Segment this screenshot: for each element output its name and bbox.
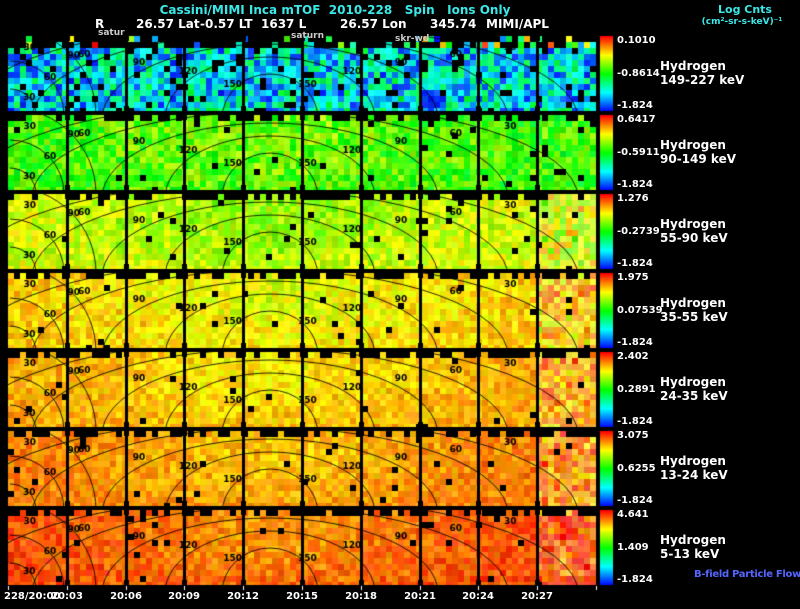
time-tick-label-5: 20:15 (286, 591, 318, 602)
colorbar-min-label: -1.824 (617, 574, 653, 585)
colorbar-max-label: 1.276 (617, 193, 649, 204)
colorbar-min-label: -1.824 (617, 179, 653, 190)
time-tick-label-1: 20:03 (51, 591, 83, 602)
colorbar-min-label: -1.824 (617, 337, 653, 348)
overlay-label-2: skr-wd (395, 34, 430, 44)
status-field-2: -0.57 LT (200, 17, 253, 31)
colorbar-max-label: 3.075 (617, 430, 649, 441)
panel-species-label: Hydrogen (660, 138, 726, 152)
colorbar-units-sub: (cm²-sr-s-keV)⁻¹ (701, 17, 783, 27)
time-tick-label-6: 20:18 (345, 591, 377, 602)
panel-energy-label: 149-227 keV (660, 73, 745, 87)
panel-species-label: Hydrogen (660, 533, 726, 547)
panel-energy-label: 55-90 keV (660, 231, 728, 245)
time-tick-label-8: 20:24 (462, 591, 494, 602)
panel-species-label: Hydrogen (660, 59, 726, 73)
colorbar-max-label: 1.975 (617, 272, 649, 283)
overlay-label-1: saturn (291, 31, 324, 41)
colorbar-min-label: -1.824 (617, 258, 653, 269)
panel-species-label: Hydrogen (660, 296, 726, 310)
plot-title: Cassini/MIMI Inca mTOF 2010-228 Spin Ion… (159, 3, 511, 17)
panel-energy-label: 13-24 keV (660, 468, 728, 482)
panel-energy-label: 90-149 keV (660, 152, 736, 166)
colorbar-mid-label: -0.8614 (617, 68, 660, 79)
colorbar-min-label: -1.824 (617, 495, 653, 506)
panel-energy-label: 24-35 keV (660, 389, 728, 403)
time-tick-label-2: 20:06 (110, 591, 142, 602)
status-field-5: 345.74 (430, 17, 477, 31)
colorbar-max-label: 0.6417 (617, 114, 656, 125)
colorbar-min-label: -1.824 (617, 100, 653, 111)
colorbar-min-label: -1.824 (617, 416, 653, 427)
panel-species-label: Hydrogen (660, 375, 726, 389)
colorbar-units-label: Log Cnts (718, 3, 772, 16)
status-field-1: 26.57 Lat (136, 17, 200, 31)
panel-energy-label: 35-55 keV (660, 310, 728, 324)
status-field-0: R (95, 17, 105, 31)
panel-energy-label: 5-13 keV (660, 547, 720, 561)
time-tick-label-9: 20:27 (521, 591, 553, 602)
panel-species-label: Hydrogen (660, 454, 726, 468)
colorbar-mid-label: -0.5911 (617, 147, 660, 158)
colorbar-mid-label: 1.409 (617, 542, 649, 553)
overlay-label-0: satur (98, 28, 125, 38)
colorbar-mid-label: 0.6255 (617, 463, 656, 474)
status-field-6: MIMI/APL (486, 17, 549, 31)
status-field-3: 1637 L (261, 17, 307, 31)
colorbar-max-label: 4.641 (617, 509, 649, 520)
time-tick-label-0: 228/20:00 (4, 591, 61, 602)
colorbar-mid-label: -0.2739 (617, 226, 660, 237)
status-field-4: 26.57 Lon (340, 17, 407, 31)
bfield-flow-label: B-field Particle Flow (694, 569, 800, 580)
colorbar-max-label: 2.402 (617, 351, 649, 362)
time-tick-label-4: 20:12 (227, 591, 259, 602)
panel-species-label: Hydrogen (660, 217, 726, 231)
time-tick-label-7: 20:21 (404, 591, 436, 602)
colorbar-mid-label: 0.2891 (617, 384, 656, 395)
colorbar-mid-label: 0.07539 (617, 305, 663, 316)
time-tick-label-3: 20:09 (168, 591, 200, 602)
colorbar-max-label: 0.1010 (617, 35, 656, 46)
